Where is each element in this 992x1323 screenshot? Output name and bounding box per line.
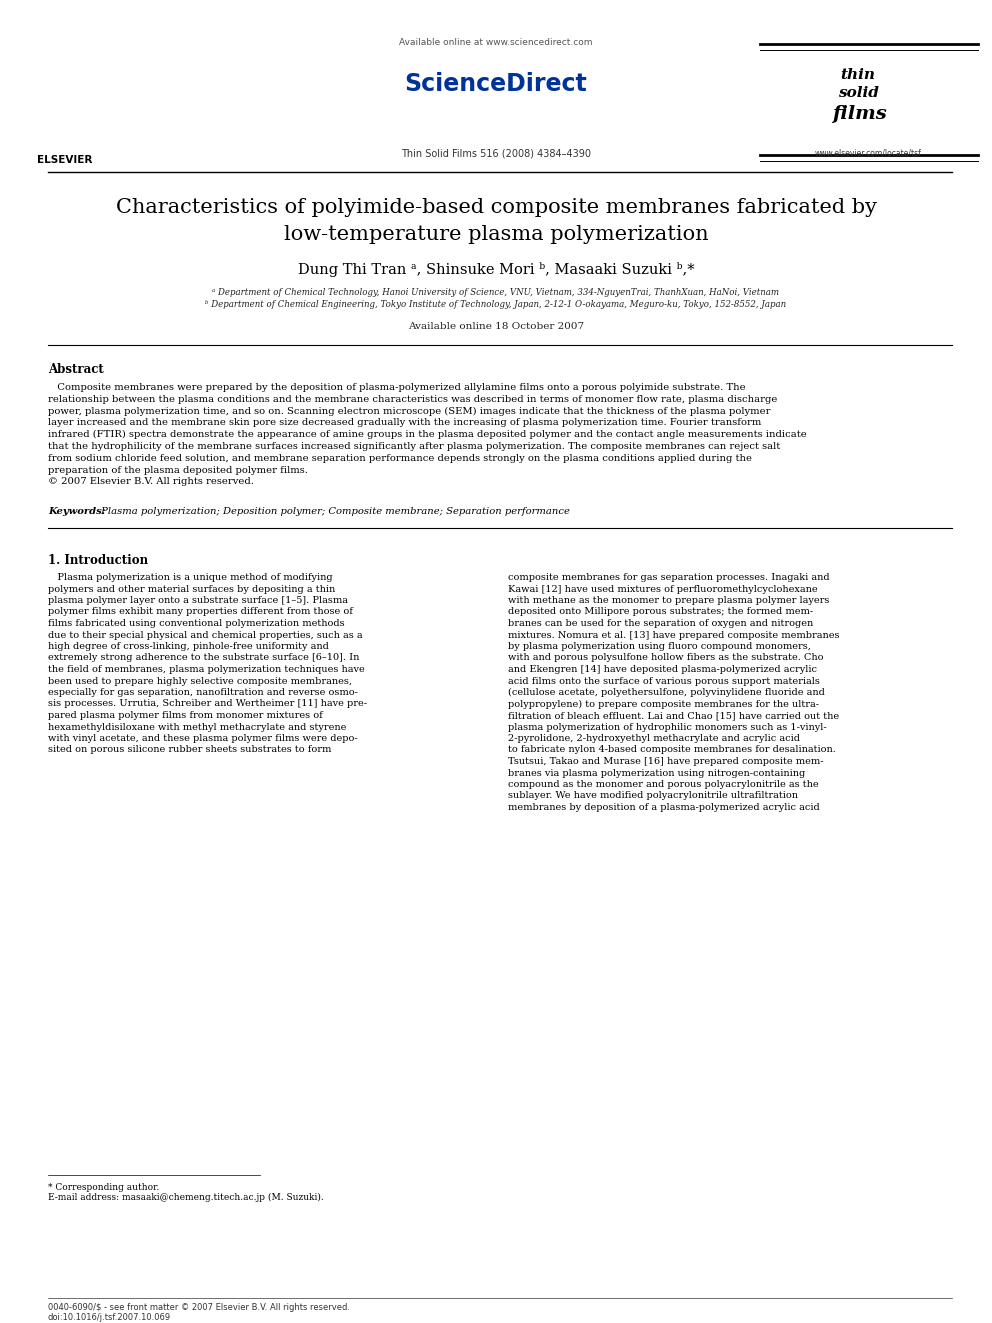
Text: branes can be used for the separation of oxygen and nitrogen: branes can be used for the separation of…	[508, 619, 813, 628]
Text: doi:10.1016/j.tsf.2007.10.069: doi:10.1016/j.tsf.2007.10.069	[48, 1312, 172, 1322]
Text: especially for gas separation, nanofiltration and reverse osmo-: especially for gas separation, nanofiltr…	[48, 688, 358, 697]
Text: www.elsevier.com/locate/tsf: www.elsevier.com/locate/tsf	[814, 148, 922, 157]
Text: layer increased and the membrane skin pore size decreased gradually with the inc: layer increased and the membrane skin po…	[48, 418, 762, 427]
Text: sited on porous silicone rubber sheets substrates to form: sited on porous silicone rubber sheets s…	[48, 745, 331, 754]
Text: extremely strong adherence to the substrate surface [6–10]. In: extremely strong adherence to the substr…	[48, 654, 359, 663]
Text: 0040-6090/$ - see front matter © 2007 Elsevier B.V. All rights reserved.: 0040-6090/$ - see front matter © 2007 El…	[48, 1303, 350, 1312]
Text: solid: solid	[838, 86, 879, 101]
Text: films fabricated using conventional polymerization methods: films fabricated using conventional poly…	[48, 619, 344, 628]
Text: ᵇ Department of Chemical Engineering, Tokyo Institute of Technology, Japan, 2-12: ᵇ Department of Chemical Engineering, To…	[205, 300, 787, 310]
Text: hexamethyldisiloxane with methyl methacrylate and styrene: hexamethyldisiloxane with methyl methacr…	[48, 722, 346, 732]
Text: relationship between the plasma conditions and the membrane characteristics was : relationship between the plasma conditio…	[48, 394, 778, 404]
Text: with and porous polysulfone hollow fibers as the substrate. Cho: with and porous polysulfone hollow fiber…	[508, 654, 823, 663]
Text: pared plasma polymer films from monomer mixtures of: pared plasma polymer films from monomer …	[48, 710, 322, 720]
Text: due to their special physical and chemical properties, such as a: due to their special physical and chemic…	[48, 631, 363, 639]
Text: Plasma polymerization is a unique method of modifying: Plasma polymerization is a unique method…	[48, 573, 332, 582]
Text: been used to prepare highly selective composite membranes,: been used to prepare highly selective co…	[48, 676, 352, 685]
Text: the field of membranes, plasma polymerization techniques have: the field of membranes, plasma polymeriz…	[48, 665, 365, 673]
Text: Plasma polymerization; Deposition polymer; Composite membrane; Separation perfor: Plasma polymerization; Deposition polyme…	[98, 507, 569, 516]
Text: Characteristics of polyimide-based composite membranes fabricated by: Characteristics of polyimide-based compo…	[115, 198, 877, 217]
Text: Available online at www.sciencedirect.com: Available online at www.sciencedirect.co…	[399, 38, 593, 48]
Text: 1. Introduction: 1. Introduction	[48, 554, 148, 568]
Text: (cellulose acetate, polyethersulfone, polyvinylidene fluoride and: (cellulose acetate, polyethersulfone, po…	[508, 688, 825, 697]
Text: with vinyl acetate, and these plasma polymer films were depo-: with vinyl acetate, and these plasma pol…	[48, 734, 358, 744]
Text: polymers and other material surfaces by depositing a thin: polymers and other material surfaces by …	[48, 585, 335, 594]
Text: Dung Thi Tran ᵃ, Shinsuke Mori ᵇ, Masaaki Suzuki ᵇ,*: Dung Thi Tran ᵃ, Shinsuke Mori ᵇ, Masaak…	[298, 262, 694, 277]
Text: ScienceDirect: ScienceDirect	[405, 71, 587, 97]
Text: deposited onto Millipore porous substrates; the formed mem-: deposited onto Millipore porous substrat…	[508, 607, 813, 617]
Text: and Ekengren [14] have deposited plasma-polymerized acrylic: and Ekengren [14] have deposited plasma-…	[508, 665, 817, 673]
Text: high degree of cross-linking, pinhole-free uniformity and: high degree of cross-linking, pinhole-fr…	[48, 642, 329, 651]
Text: Thin Solid Films 516 (2008) 4384–4390: Thin Solid Films 516 (2008) 4384–4390	[401, 148, 591, 157]
Text: with methane as the monomer to prepare plasma polymer layers: with methane as the monomer to prepare p…	[508, 595, 829, 605]
Text: compound as the monomer and porous polyacrylonitrile as the: compound as the monomer and porous polya…	[508, 781, 818, 789]
Text: power, plasma polymerization time, and so on. Scanning electron microscope (SEM): power, plasma polymerization time, and s…	[48, 406, 771, 415]
Text: © 2007 Elsevier B.V. All rights reserved.: © 2007 Elsevier B.V. All rights reserved…	[48, 478, 254, 487]
Text: * Corresponding author.: * Corresponding author.	[48, 1183, 160, 1192]
Text: thin: thin	[840, 67, 875, 82]
Text: films: films	[832, 105, 887, 123]
Text: low-temperature plasma polymerization: low-temperature plasma polymerization	[284, 225, 708, 243]
Text: mixtures. Nomura et al. [13] have prepared composite membranes: mixtures. Nomura et al. [13] have prepar…	[508, 631, 839, 639]
Text: plasma polymerization of hydrophilic monomers such as 1-vinyl-: plasma polymerization of hydrophilic mon…	[508, 722, 826, 732]
Text: acid films onto the surface of various porous support materials: acid films onto the surface of various p…	[508, 676, 819, 685]
Text: Composite membranes were prepared by the deposition of plasma-polymerized allyla: Composite membranes were prepared by the…	[48, 382, 746, 392]
Text: polymer films exhibit many properties different from those of: polymer films exhibit many properties di…	[48, 607, 353, 617]
Text: plasma polymer layer onto a substrate surface [1–5]. Plasma: plasma polymer layer onto a substrate su…	[48, 595, 348, 605]
Text: that the hydrophilicity of the membrane surfaces increased significantly after p: that the hydrophilicity of the membrane …	[48, 442, 781, 451]
Text: sis processes. Urrutia, Schreiber and Wertheimer [11] have pre-: sis processes. Urrutia, Schreiber and We…	[48, 700, 367, 709]
Text: branes via plasma polymerization using nitrogen-containing: branes via plasma polymerization using n…	[508, 769, 806, 778]
Text: Tsutsui, Takao and Murase [16] have prepared composite mem-: Tsutsui, Takao and Murase [16] have prep…	[508, 757, 823, 766]
Text: membranes by deposition of a plasma-polymerized acrylic acid: membranes by deposition of a plasma-poly…	[508, 803, 819, 812]
Text: Kawai [12] have used mixtures of perfluoromethylcyclohexane: Kawai [12] have used mixtures of perfluo…	[508, 585, 817, 594]
Text: by plasma polymerization using fluoro compound monomers,: by plasma polymerization using fluoro co…	[508, 642, 810, 651]
Text: ELSEVIER: ELSEVIER	[38, 155, 92, 165]
Text: Keywords:: Keywords:	[48, 507, 105, 516]
Text: filtration of bleach effluent. Lai and Chao [15] have carried out the: filtration of bleach effluent. Lai and C…	[508, 710, 839, 720]
Text: preparation of the plasma deposited polymer films.: preparation of the plasma deposited poly…	[48, 466, 308, 475]
Text: Abstract: Abstract	[48, 363, 104, 376]
Text: composite membranes for gas separation processes. Inagaki and: composite membranes for gas separation p…	[508, 573, 829, 582]
Text: Available online 18 October 2007: Available online 18 October 2007	[408, 321, 584, 331]
Text: ᵃ Department of Chemical Technology, Hanoi University of Science, VNU, Vietnam, : ᵃ Department of Chemical Technology, Han…	[212, 288, 780, 296]
Text: infrared (FTIR) spectra demonstrate the appearance of amine groups in the plasma: infrared (FTIR) spectra demonstrate the …	[48, 430, 806, 439]
Text: to fabricate nylon 4-based composite membranes for desalination.: to fabricate nylon 4-based composite mem…	[508, 745, 836, 754]
Text: from sodium chloride feed solution, and membrane separation performance depends : from sodium chloride feed solution, and …	[48, 454, 752, 463]
Text: 2-pyrolidone, 2-hydroxyethyl methacrylate and acrylic acid: 2-pyrolidone, 2-hydroxyethyl methacrylat…	[508, 734, 800, 744]
Text: E-mail address: masaaki@chemeng.titech.ac.jp (M. Suzuki).: E-mail address: masaaki@chemeng.titech.a…	[48, 1193, 323, 1203]
Text: sublayer. We have modified polyacrylonitrile ultrafiltration: sublayer. We have modified polyacrylonit…	[508, 791, 798, 800]
Text: polypropylene) to prepare composite membranes for the ultra-: polypropylene) to prepare composite memb…	[508, 700, 819, 709]
